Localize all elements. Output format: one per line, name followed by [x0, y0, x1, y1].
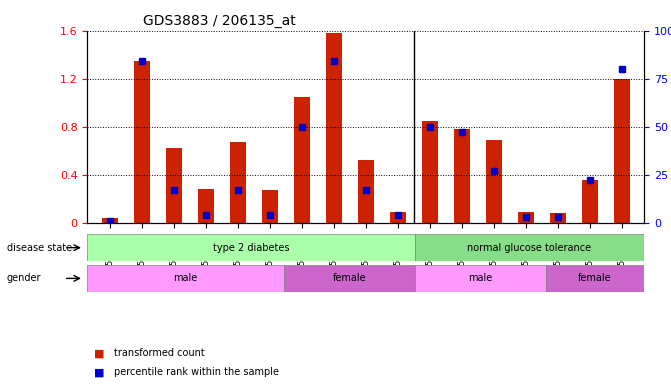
Bar — [198, 189, 213, 223]
Bar — [325, 33, 342, 223]
Text: ■: ■ — [94, 367, 105, 377]
Bar — [390, 212, 406, 223]
Text: male: male — [468, 273, 493, 283]
Bar — [421, 121, 437, 223]
Text: disease state: disease state — [7, 243, 72, 253]
Text: gender: gender — [7, 273, 41, 283]
Text: ■: ■ — [94, 348, 105, 358]
Bar — [582, 180, 598, 223]
Bar — [262, 190, 278, 223]
Bar — [134, 61, 150, 223]
Text: transformed count: transformed count — [114, 348, 205, 358]
Bar — [229, 142, 246, 223]
Bar — [614, 79, 630, 223]
Bar — [486, 140, 502, 223]
Text: normal glucose tolerance: normal glucose tolerance — [468, 243, 592, 253]
Text: type 2 diabetes: type 2 diabetes — [213, 243, 289, 253]
Bar — [518, 212, 533, 223]
Text: percentile rank within the sample: percentile rank within the sample — [114, 367, 279, 377]
Bar — [101, 218, 117, 223]
Bar — [454, 129, 470, 223]
Text: female: female — [578, 273, 612, 283]
FancyBboxPatch shape — [415, 234, 644, 261]
FancyBboxPatch shape — [87, 234, 415, 261]
FancyBboxPatch shape — [284, 265, 415, 292]
Bar — [166, 148, 182, 223]
FancyBboxPatch shape — [546, 265, 644, 292]
Text: male: male — [173, 273, 198, 283]
FancyBboxPatch shape — [87, 265, 284, 292]
Text: GDS3883 / 206135_at: GDS3883 / 206135_at — [143, 14, 296, 28]
Text: female: female — [333, 273, 366, 283]
Bar — [358, 161, 374, 223]
FancyBboxPatch shape — [415, 265, 546, 292]
Bar — [294, 97, 310, 223]
Bar — [550, 213, 566, 223]
